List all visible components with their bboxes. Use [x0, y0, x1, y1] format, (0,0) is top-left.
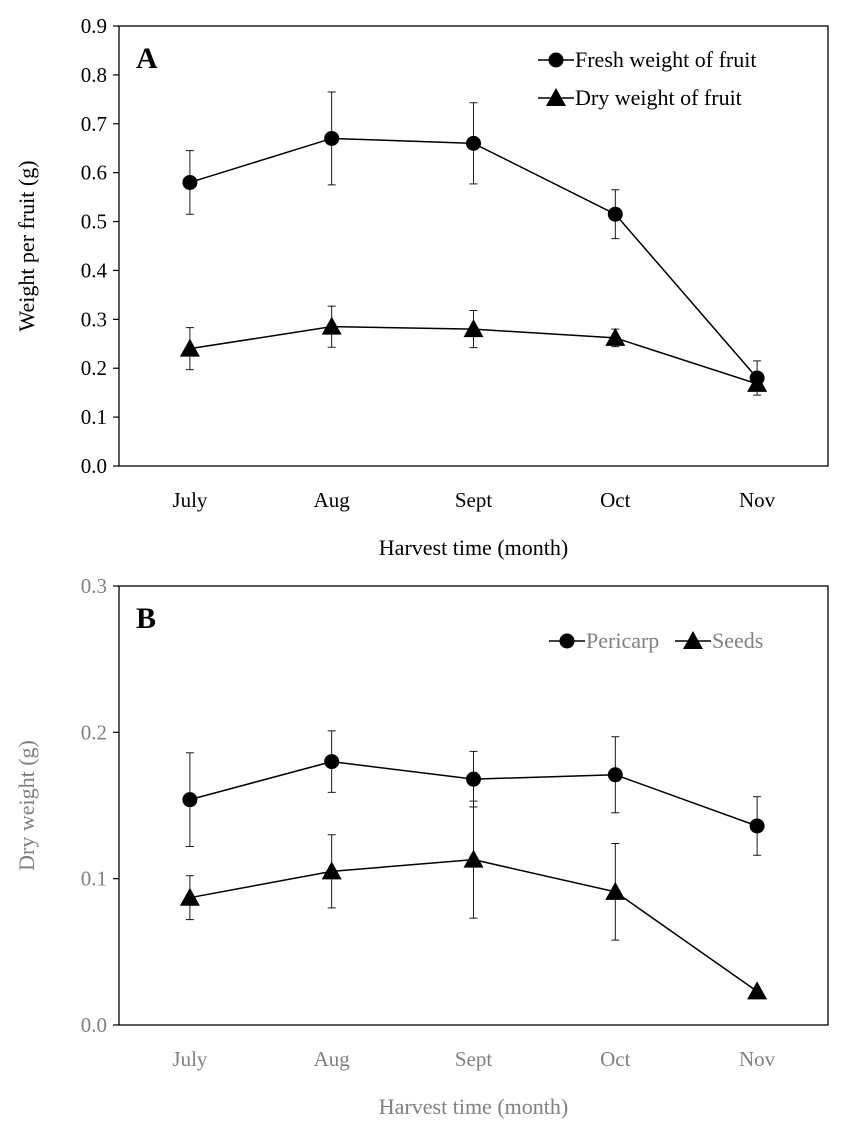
legend-label: Pericarp [586, 628, 659, 653]
data-point [607, 767, 623, 783]
y-axis-title: Weight per fruit (g) [14, 160, 39, 331]
data-point [321, 861, 342, 880]
x-tick-label: Oct [600, 1047, 630, 1071]
series-fresh-weight-of-fruit [182, 91, 765, 396]
data-point [747, 981, 768, 1000]
legend-item: Seeds [675, 628, 763, 653]
y-tick-label: 0.3 [81, 307, 107, 331]
legend-item: Fresh weight of fruit [538, 47, 756, 72]
data-point [466, 135, 481, 151]
y-tick-label: 0.4 [81, 258, 108, 282]
y-tick-label: 0.3 [81, 574, 107, 598]
y-tick-label: 0.9 [81, 14, 107, 38]
legend-marker [546, 88, 566, 106]
y-tick-label: 0.7 [81, 112, 107, 136]
legend-item: Dry weight of fruit [538, 85, 742, 110]
legend-marker [683, 631, 703, 649]
chart-panel-a: 0.0 0.1 0.2 0.3 0.4 0.5 0.6 0.7 0.8 0.9 July Aug Sep… [14, 14, 829, 560]
data-point [466, 771, 481, 787]
x-tick-label: Nov [739, 488, 776, 512]
series-pericarp [182, 730, 765, 856]
legend-label: Dry weight of fruit [575, 85, 742, 110]
x-tick-label: Oct [600, 488, 630, 512]
data-point [605, 327, 626, 346]
data-point [607, 206, 623, 222]
data-point [179, 887, 200, 906]
x-tick-label: July [172, 1047, 208, 1071]
legend-item: Pericarp [549, 628, 659, 653]
y-tick-label: 0.1 [81, 867, 107, 891]
x-tick-label: July [172, 488, 208, 512]
data-point [463, 319, 484, 338]
series-dry-weight-of-fruit [179, 305, 768, 392]
data-point [182, 174, 198, 190]
y-tick-label: 0.1 [81, 405, 107, 429]
y-tick-label: 0.0 [81, 1013, 107, 1037]
chart-panel-b: 0.0 0.1 0.2 0.3 July Aug Sept Oct Nov Harvest tim… [14, 574, 829, 1119]
data-point [182, 792, 198, 808]
data-point [463, 849, 484, 868]
plot-frame [118, 25, 829, 467]
x-tick-label: Sept [455, 488, 493, 512]
data-point [747, 373, 768, 392]
data-point [179, 338, 200, 357]
y-tick-label: 0.8 [81, 63, 107, 87]
y-tick-label: 0.5 [81, 210, 107, 234]
legend: Fresh weight of fruit Dry weight of fruit [538, 47, 756, 110]
series-seeds [179, 800, 768, 1000]
x-tick-label: Aug [314, 1047, 351, 1071]
y-axis-title: Dry weight (g) [14, 740, 39, 871]
x-tick-label: Nov [739, 1047, 776, 1071]
panel-label: A [136, 42, 158, 75]
plot-frame [118, 585, 829, 1026]
y-tick-label: 0.6 [81, 161, 107, 185]
x-axis-title: Harvest time (month) [379, 535, 568, 560]
x-tick-label: Sept [455, 1047, 493, 1071]
x-axis-title: Harvest time (month) [379, 1094, 568, 1119]
x-tick-label: Aug [314, 488, 351, 512]
data-point [749, 818, 765, 834]
data-point [324, 754, 340, 770]
y-tick-label: 0.2 [81, 720, 107, 744]
legend: Pericarp Seeds [549, 628, 763, 653]
legend-label: Seeds [712, 628, 763, 653]
legend-label: Fresh weight of fruit [575, 47, 756, 72]
data-point [321, 316, 342, 335]
data-point [605, 881, 626, 900]
panel-label: B [136, 602, 156, 635]
y-tick-label: 0.0 [81, 454, 107, 478]
legend-marker [548, 52, 564, 68]
y-tick-label: 0.2 [81, 356, 107, 380]
legend-marker [559, 633, 575, 649]
data-point [324, 130, 340, 146]
